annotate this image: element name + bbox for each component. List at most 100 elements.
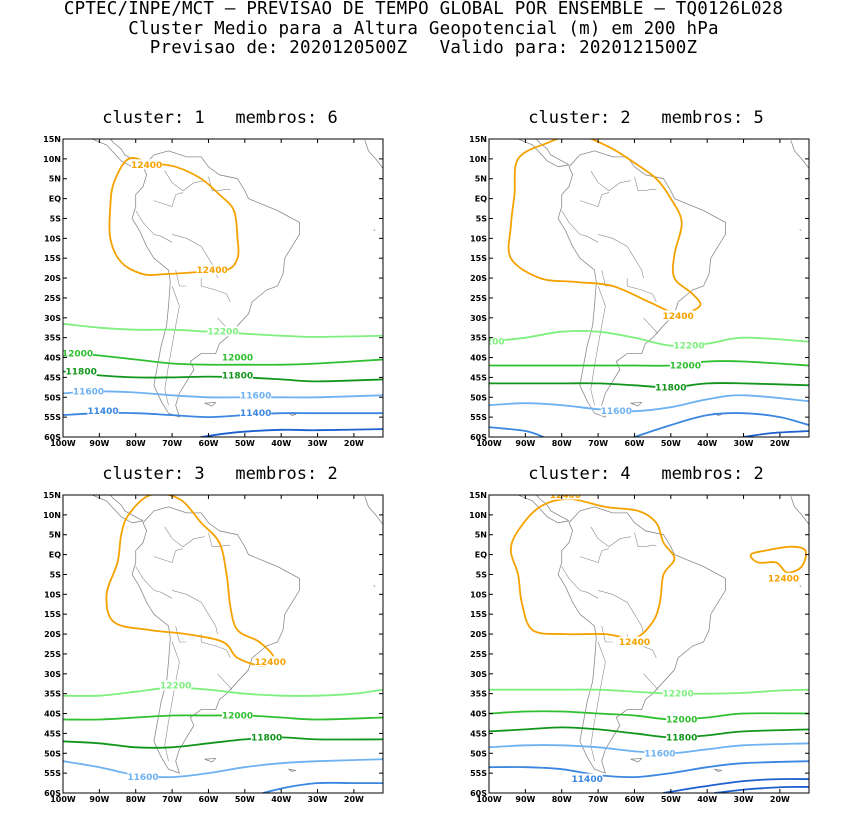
- contour-label-bg: [73, 385, 104, 396]
- coastline-caribbean: [609, 482, 614, 484]
- lon-tick-label: 30W: [734, 795, 754, 804]
- contour-label-bg: [254, 656, 286, 667]
- contour-label-bg: [222, 710, 253, 720]
- lat-tick-label: 20S: [44, 274, 61, 283]
- coastline-caribbean: [118, 109, 151, 120]
- lat-tick-label: 10N: [43, 511, 61, 520]
- coastline-africa: [364, 496, 383, 526]
- lon-tick-label: 80W: [552, 439, 572, 448]
- contour-line-11200: [200, 428, 383, 437]
- lon-tick-label: 60W: [625, 439, 645, 448]
- lon-tick-label: 40W: [697, 795, 717, 804]
- contour-label: 11800: [655, 383, 686, 393]
- lat-tick-label: 25S: [470, 294, 487, 303]
- coastline-central-america: [516, 139, 570, 168]
- country-border: [164, 641, 180, 762]
- country-border: [164, 285, 180, 406]
- lon-tick-label: 90W: [89, 795, 109, 804]
- lat-tick-label: 5S: [50, 571, 62, 580]
- plot-border: [62, 138, 384, 438]
- contour-label: 12400: [196, 266, 227, 276]
- lat-tick-label: 50S: [470, 393, 487, 402]
- lat-tick-label: 45S: [470, 729, 487, 738]
- contour-label-bg: [673, 340, 705, 351]
- contour-label-bg: [251, 731, 283, 742]
- lon-tick-label: 20W: [770, 439, 790, 448]
- lon-tick-label: 70W: [162, 795, 182, 804]
- country-border: [579, 192, 610, 207]
- lat-tick-label: 15S: [44, 254, 61, 263]
- coastline-africa: [790, 140, 809, 170]
- contour-line-12200: [489, 688, 809, 695]
- lon-tick-label: 100W: [476, 439, 502, 448]
- contour-line-12400: [509, 498, 676, 640]
- contour-line-11200: [742, 430, 809, 437]
- lat-tick-label: 5S: [476, 571, 488, 580]
- lat-tick-label: 20S: [470, 630, 487, 639]
- lat-tick-label: 15S: [470, 610, 487, 619]
- contour-label: 12200: [160, 682, 191, 692]
- country-border: [164, 170, 205, 192]
- coastline-island: [799, 585, 802, 587]
- country-border: [590, 641, 606, 762]
- lat-tick-label: 40S: [44, 710, 61, 719]
- lat-tick-label: 5S: [476, 215, 488, 224]
- lat-tick-label: 60S: [470, 433, 487, 442]
- country-border: [590, 170, 631, 192]
- coastline-caribbean: [158, 120, 176, 126]
- lat-tick-label: 30S: [44, 670, 61, 679]
- contour-line-11800: [63, 736, 383, 749]
- contour-label-bg: [240, 407, 272, 418]
- lon-tick-label: 60W: [199, 439, 219, 448]
- contour-label: 12000: [222, 712, 253, 722]
- lat-tick-label: EQ: [49, 551, 61, 560]
- lat-tick-label: 5N: [475, 531, 487, 540]
- coastline-south-america: [131, 150, 300, 418]
- contour-label-bg: [127, 771, 159, 782]
- header: CPTEC/INPE/MCT – PREVISAO DE TEMPO GLOBA…: [0, 0, 847, 59]
- contour-label-bg: [600, 405, 632, 416]
- lat-tick-label: 45S: [470, 373, 487, 382]
- contour-label-bg: [655, 381, 687, 392]
- plot-area: [63, 139, 383, 437]
- country-border: [208, 532, 231, 547]
- country-border: [172, 590, 218, 635]
- country-border: [175, 626, 187, 643]
- lon-tick-label: 80W: [126, 795, 146, 804]
- coastline-caribbean: [544, 465, 577, 476]
- lon-tick-label: 50W: [661, 795, 681, 804]
- contour-line-11600: [489, 742, 809, 755]
- contour-line-11400: [633, 412, 809, 437]
- lat-tick-label: EQ: [475, 551, 487, 560]
- lat-tick-label: 5N: [475, 175, 487, 184]
- country-border: [643, 673, 659, 690]
- contour-label: 11400: [572, 775, 603, 785]
- country-border: [634, 176, 657, 191]
- lat-tick-label: 10N: [469, 155, 487, 164]
- contour-line-11400: [489, 760, 809, 779]
- contour-label-bg: [619, 636, 650, 647]
- country-border: [590, 285, 606, 406]
- lon-tick-label: 100W: [50, 795, 76, 804]
- coastline-caribbean: [118, 465, 151, 476]
- contour-label: 11400: [240, 409, 271, 419]
- country-border: [643, 317, 659, 334]
- lat-tick-label: 10N: [43, 155, 61, 164]
- contour-label-bg: [222, 352, 253, 362]
- lat-tick-label: 60S: [44, 433, 61, 442]
- lat-tick-label: 15N: [43, 135, 61, 144]
- contour-line-12000: [63, 714, 383, 721]
- lon-tick-label: 50W: [235, 795, 255, 804]
- panel-title: cluster: 3 membros: 2: [102, 464, 338, 484]
- plot-area: [63, 495, 383, 793]
- contour-label: 11800: [251, 733, 282, 743]
- lat-tick-label: 25S: [470, 650, 487, 659]
- contour-label-bg: [662, 310, 694, 321]
- contour-line-12000: [63, 350, 383, 366]
- country-border: [598, 234, 644, 279]
- lon-tick-label: 30W: [308, 795, 328, 804]
- coastline-south-america: [557, 506, 726, 774]
- contour-line-12400: [749, 545, 807, 574]
- contour-label: 12400: [131, 161, 162, 171]
- lon-tick-label: 90W: [515, 795, 535, 804]
